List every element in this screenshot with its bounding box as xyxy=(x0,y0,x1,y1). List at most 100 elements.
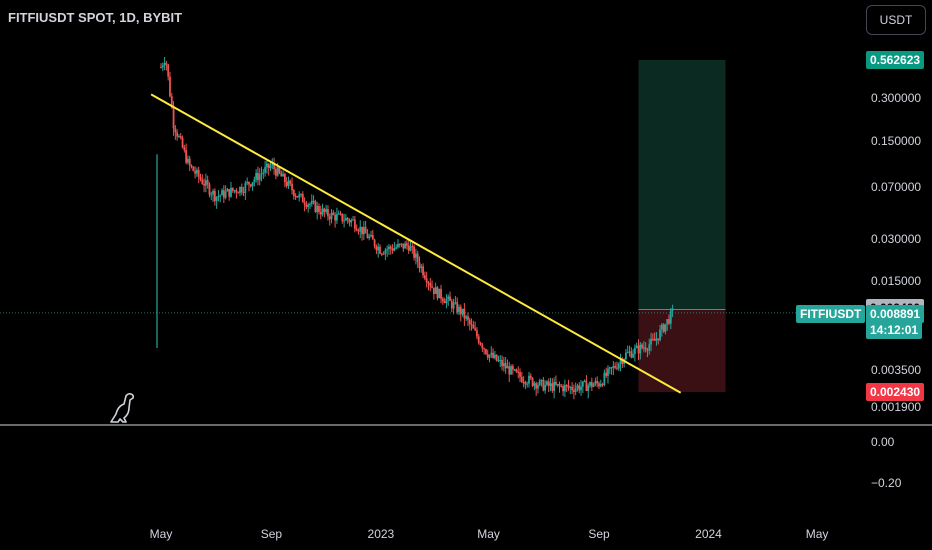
candle-body xyxy=(388,246,390,250)
candle-body xyxy=(192,166,195,172)
candle-body xyxy=(447,296,450,300)
price-axis-label: 0.015000 xyxy=(871,274,922,288)
lower-pane-axis-label: 0.00 xyxy=(871,435,895,449)
candle-body xyxy=(219,195,222,197)
candle-body xyxy=(590,382,593,387)
candle-body xyxy=(467,316,469,320)
candle-body xyxy=(603,372,606,385)
candle-body xyxy=(497,360,500,362)
candle-body xyxy=(485,349,487,354)
candle-body xyxy=(617,363,620,369)
candle-body xyxy=(400,243,403,245)
candle-body xyxy=(608,367,611,369)
candle-body xyxy=(213,190,216,202)
candle-body xyxy=(556,384,559,386)
candle-body xyxy=(644,347,647,350)
candle-body xyxy=(203,183,205,186)
candle-body xyxy=(517,372,520,374)
candle-body xyxy=(246,181,249,184)
candle-body xyxy=(449,296,451,301)
candle-body xyxy=(353,219,356,229)
candle-body xyxy=(332,212,335,215)
candle-body xyxy=(502,363,505,367)
candle-body xyxy=(522,381,525,383)
candle-body xyxy=(531,377,534,386)
candle-body xyxy=(463,308,466,319)
candle-body xyxy=(587,385,590,391)
candle-body xyxy=(465,316,468,319)
candle-body xyxy=(479,342,482,345)
candle-body xyxy=(524,382,527,385)
candle-body xyxy=(639,344,642,354)
candle-body xyxy=(278,167,281,173)
time-axis-label: May xyxy=(805,527,829,541)
candle-body xyxy=(427,282,430,284)
candle-body xyxy=(391,248,394,251)
candle-body xyxy=(196,169,198,174)
candle-body xyxy=(659,329,661,341)
candle-body xyxy=(314,201,317,212)
candle-body xyxy=(386,249,389,251)
candle-body xyxy=(169,76,171,97)
candle-body xyxy=(318,205,320,213)
candle-body xyxy=(276,167,279,176)
candle-body xyxy=(194,171,197,174)
candle-body xyxy=(303,202,306,205)
candle-body xyxy=(589,382,591,386)
candle-body xyxy=(580,386,582,391)
candle-body xyxy=(190,165,193,167)
candle-body xyxy=(634,347,636,354)
candle-body xyxy=(510,366,512,375)
candle-body xyxy=(389,246,392,249)
candle-body xyxy=(357,230,360,232)
candle-body xyxy=(612,365,615,368)
candle-body xyxy=(327,209,329,217)
candle-body xyxy=(438,288,441,299)
candle-body xyxy=(481,344,484,349)
candle-body xyxy=(542,379,545,391)
candle-body xyxy=(441,298,444,302)
candle-body xyxy=(215,196,218,202)
candle-body xyxy=(406,243,408,246)
candle-body xyxy=(377,246,380,251)
candle-body xyxy=(493,354,496,358)
candle-body xyxy=(635,345,638,348)
candle-body xyxy=(292,190,295,197)
candle-body xyxy=(616,367,618,369)
candle-body xyxy=(366,233,369,239)
candle-body xyxy=(508,366,511,375)
candle-body xyxy=(167,64,170,77)
candle-body xyxy=(248,181,250,185)
candle-body xyxy=(228,189,231,197)
candle-body xyxy=(445,299,448,304)
candle-body xyxy=(458,306,460,313)
candle-body xyxy=(574,388,577,393)
candle-body xyxy=(262,172,265,174)
candle-body xyxy=(178,136,180,138)
candle-body xyxy=(296,196,299,198)
candle-body xyxy=(648,344,651,351)
candle-body xyxy=(375,246,378,251)
time-axis-label: May xyxy=(477,527,500,541)
candle-body xyxy=(549,383,552,386)
candle-body xyxy=(260,173,263,175)
candle-body xyxy=(605,372,608,376)
currency-button[interactable]: USDT xyxy=(866,5,926,35)
candle-body xyxy=(343,220,345,222)
candle-body xyxy=(346,218,349,221)
candle-body xyxy=(328,216,331,220)
candle-body xyxy=(511,366,514,370)
candle-body xyxy=(251,182,254,187)
candle-body xyxy=(476,330,478,337)
candle-body xyxy=(506,366,509,369)
candle-body xyxy=(601,384,604,386)
candle-body xyxy=(348,220,351,223)
candle-body xyxy=(337,213,340,215)
candle-body xyxy=(176,132,179,137)
candle-body xyxy=(436,287,439,299)
candle-body xyxy=(420,266,423,269)
candle-body xyxy=(572,390,575,393)
candle-body xyxy=(598,383,600,387)
candle-body xyxy=(161,65,164,68)
